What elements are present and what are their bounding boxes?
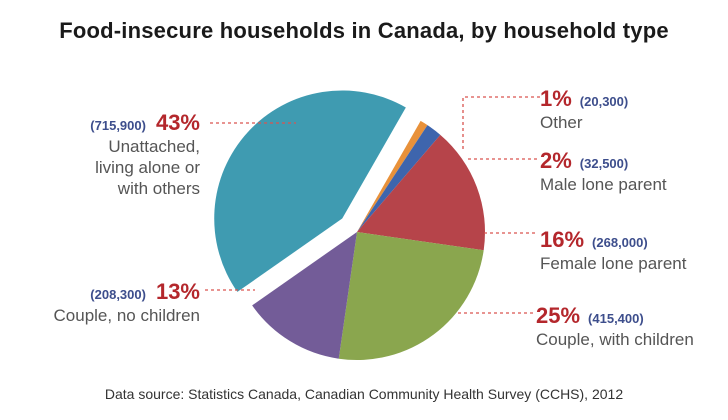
- label-couple-no-children: (208,300) 13% Couple, no children: [54, 279, 200, 326]
- label-female-lone-parent: 16% (268,000) Female lone parent: [540, 227, 686, 274]
- data-source-note: Data source: Statistics Canada, Canadian…: [104, 386, 624, 402]
- pie-slice-couple-no-children: [252, 232, 357, 359]
- name-female-lone-parent: Female lone parent: [540, 254, 687, 273]
- pct-female-lone-parent: 16%: [540, 227, 585, 252]
- label-couple-with-children: 25% (415,400) Couple, with children: [536, 303, 694, 350]
- name-unattached-1: Unattached,: [108, 137, 200, 156]
- label-male-lone-parent: 2% (32,500) Male lone parent: [540, 148, 667, 195]
- pct-couple-with-children: 25%: [536, 303, 581, 328]
- pie-slice-other: [357, 120, 428, 232]
- chart-title: Food-insecure households in Canada, by h…: [59, 18, 669, 43]
- name-male-lone-parent: Male lone parent: [540, 175, 667, 194]
- name-unattached-2: living alone or: [95, 158, 200, 177]
- name-couple-with-children: Couple, with children: [536, 330, 694, 349]
- pct-unattached: 43%: [155, 110, 200, 135]
- pct-male-lone-parent: 2%: [540, 148, 572, 173]
- leader-line-other: [462, 96, 540, 150]
- pie-slice-female-lone-parent: [357, 134, 485, 251]
- label-other: 1% (20,300) Other: [540, 86, 628, 133]
- count-couple-no-children: (208,300): [90, 287, 146, 302]
- count-couple-with-children: (415,400): [588, 311, 644, 326]
- name-other: Other: [540, 113, 583, 132]
- pct-couple-no-children: 13%: [155, 279, 200, 304]
- pct-other: 1%: [540, 86, 572, 111]
- count-female-lone-parent: (268,000): [592, 235, 648, 250]
- name-couple-no-children: Couple, no children: [53, 306, 200, 325]
- pie-slice-male-lone-parent: [357, 125, 441, 232]
- name-unattached-3: with others: [117, 179, 200, 198]
- count-male-lone-parent: (32,500): [579, 156, 629, 171]
- count-other: (20,300): [579, 94, 629, 109]
- pie-slice-couple-with-children: [338, 232, 484, 360]
- pie-slice-unattached: [214, 90, 406, 292]
- count-unattached: (715,900): [90, 118, 146, 133]
- label-unattached: (715,900) 43% Unattached, living alone or…: [90, 110, 200, 199]
